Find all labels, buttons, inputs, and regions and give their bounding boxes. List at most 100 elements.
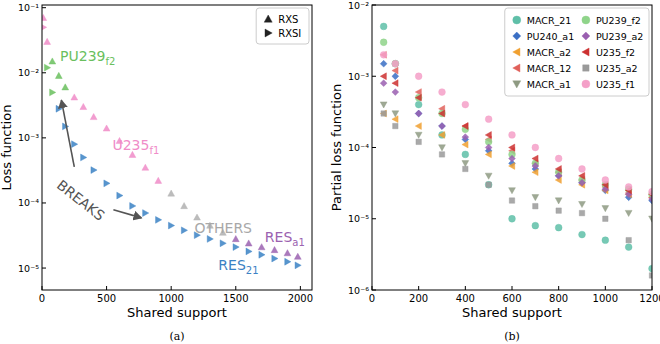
point: [626, 237, 631, 242]
point: [392, 60, 399, 67]
point: [602, 177, 609, 184]
point: [509, 188, 516, 194]
point: [649, 188, 652, 195]
point: [42, 24, 47, 31]
point: [91, 167, 97, 174]
point: [485, 181, 492, 188]
point: [439, 132, 445, 139]
plot-frame: [372, 5, 652, 290]
legend-label: MACR_21: [527, 15, 572, 26]
y-tick: [42, 268, 46, 269]
point: [381, 111, 386, 116]
point: [44, 38, 51, 44]
x-tick-label: 1200: [639, 293, 660, 304]
x-tick: [300, 286, 301, 290]
point: [284, 250, 291, 256]
x-axis-label: Shared support: [462, 305, 562, 320]
y-tick-label: 10⁻²: [18, 67, 39, 78]
point: [509, 163, 515, 170]
point: [103, 125, 110, 131]
x-tick-label: 1500: [223, 293, 248, 304]
legend-label: MACR_a1: [527, 79, 571, 90]
point: [439, 110, 445, 117]
y-tick-label: 10⁻⁵: [348, 213, 369, 224]
point: [555, 224, 562, 231]
legend-label: PU239_f2: [596, 15, 641, 26]
x-tick: [558, 286, 559, 290]
annotation: RESa1: [265, 229, 305, 248]
point: [415, 132, 422, 138]
point: [625, 183, 632, 190]
point: [649, 265, 652, 272]
point: [579, 179, 586, 186]
annotation: BREAKS: [54, 177, 108, 224]
point: [142, 164, 149, 170]
legend: MACR_21PU240_a1MACR_a2MACR_12MACR_a1PU23…: [505, 8, 649, 96]
point: [439, 89, 446, 96]
point: [81, 154, 87, 161]
x-tick-label: 800: [549, 293, 568, 304]
annotation-text: U235: [112, 137, 149, 153]
x-tick: [418, 286, 419, 290]
point: [393, 123, 398, 128]
annotation-subscript: f1: [149, 145, 159, 156]
panel: 050010001500200010⁻⁵10⁻⁴10⁻³10⁻²10⁻¹Shar…: [0, 2, 313, 343]
legend-marker: [582, 32, 590, 40]
point: [602, 206, 609, 212]
legend-marker: [583, 65, 589, 71]
point: [579, 166, 586, 173]
annotation: U235f1: [112, 137, 159, 156]
y-tick: [42, 137, 46, 138]
point: [579, 231, 586, 238]
point: [625, 210, 632, 216]
point: [392, 60, 399, 67]
y-tick-label: 10⁻⁴: [18, 197, 39, 208]
point: [439, 110, 446, 117]
point: [485, 151, 491, 158]
y-axis-label: Loss function: [0, 105, 14, 191]
point: [380, 60, 387, 67]
y-tick: [372, 76, 376, 77]
point: [392, 67, 398, 74]
annotation-subscript: f2: [106, 56, 116, 67]
legend-marker: [513, 64, 520, 72]
point: [415, 110, 422, 117]
point: [533, 203, 538, 208]
x-tick: [372, 286, 373, 290]
annotation-text: OTHERS: [194, 220, 252, 236]
point: [439, 152, 444, 157]
point: [462, 134, 469, 141]
point: [486, 182, 491, 187]
point: [271, 247, 278, 253]
y-tick-label: 10⁻⁵: [18, 263, 39, 274]
point: [579, 210, 584, 215]
legend-label: PU239_a2: [596, 31, 643, 42]
point: [42, 14, 47, 20]
point: [246, 248, 252, 255]
y-tick: [372, 218, 376, 219]
point: [392, 116, 398, 123]
point: [71, 94, 78, 100]
point: [56, 105, 62, 112]
x-tick: [465, 286, 466, 290]
point: [117, 192, 123, 199]
point: [509, 144, 515, 151]
point: [207, 236, 213, 243]
point: [462, 151, 469, 158]
point: [485, 173, 492, 179]
point: [649, 195, 652, 202]
x-tick-label: 200: [409, 293, 428, 304]
point: [380, 39, 387, 46]
y-tick: [42, 72, 46, 73]
point: [485, 132, 491, 139]
point: [156, 216, 162, 223]
point: [415, 94, 422, 101]
legend-marker: [265, 29, 272, 37]
point: [272, 255, 278, 262]
x-tick: [106, 286, 107, 290]
x-tick-label: 400: [456, 293, 475, 304]
x-tick-label: 0: [369, 293, 375, 304]
y-tick: [372, 290, 376, 291]
point: [532, 163, 539, 170]
point: [415, 73, 422, 80]
